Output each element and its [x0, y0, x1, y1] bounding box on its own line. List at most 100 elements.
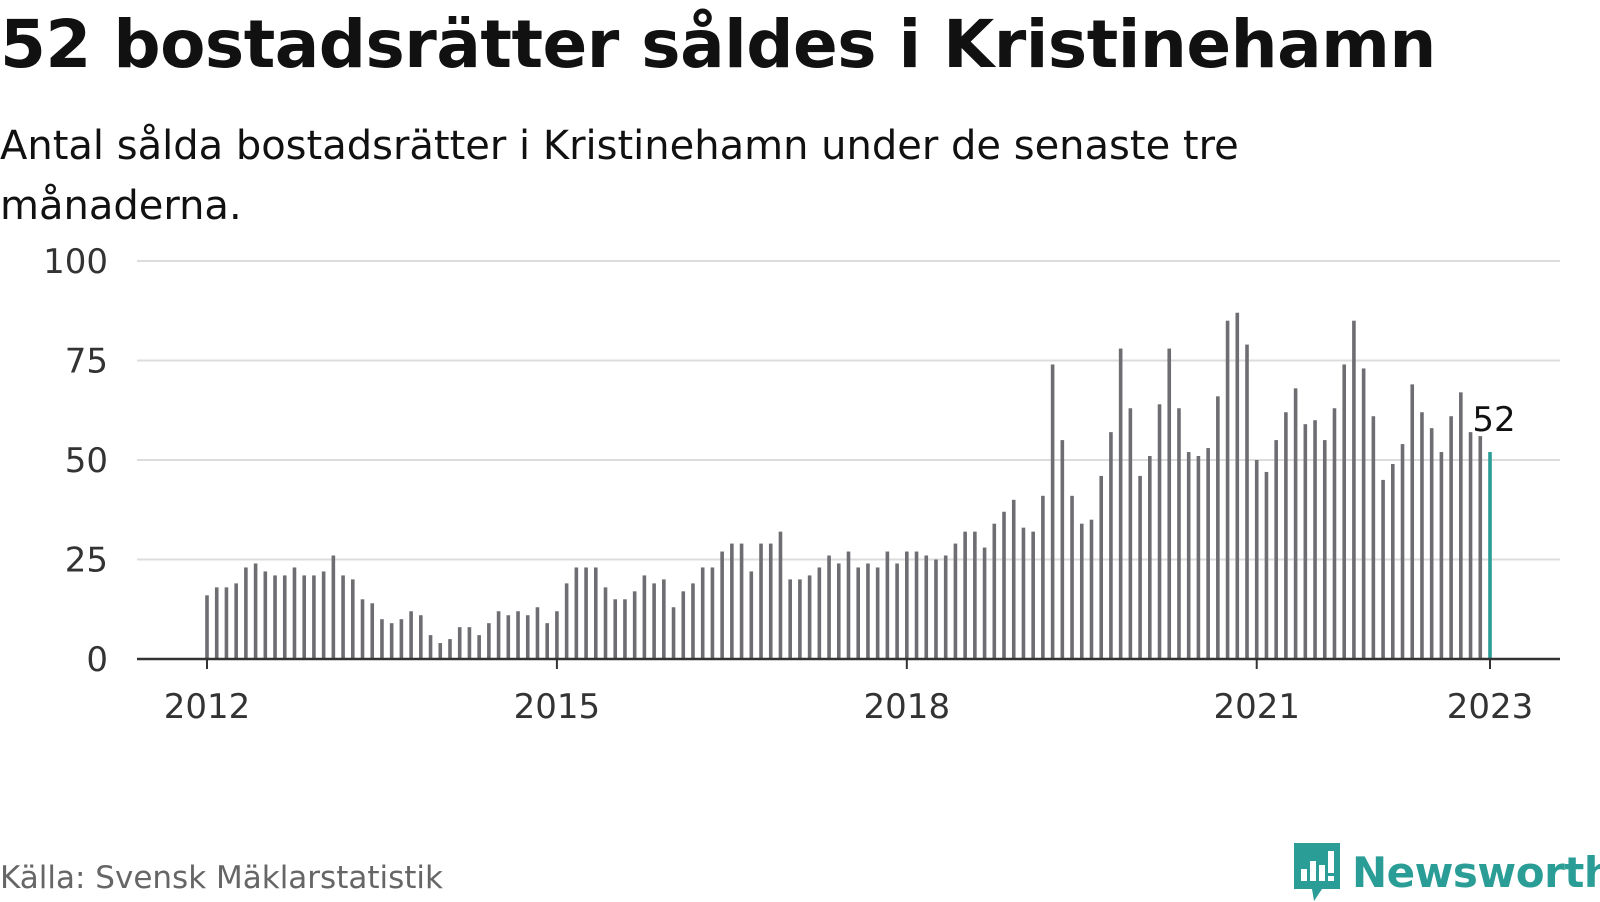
- bar: [778, 531, 783, 659]
- bar: [292, 567, 297, 659]
- bar: [623, 599, 627, 659]
- bar: [652, 583, 656, 659]
- bar: [457, 627, 462, 659]
- bar: [273, 575, 277, 659]
- x-tick-label-2021: 2021: [1213, 687, 1300, 727]
- bar: [1041, 495, 1045, 659]
- bar: [351, 579, 355, 659]
- bar: [535, 607, 540, 659]
- bar: [827, 555, 831, 659]
- bar: [632, 591, 637, 659]
- x-tick-label-2012: 2012: [164, 687, 251, 727]
- bar: [671, 607, 676, 659]
- bar: [1410, 384, 1415, 659]
- bar: [992, 523, 997, 659]
- bar: [302, 575, 306, 659]
- bar: [866, 563, 870, 659]
- bar: [1050, 364, 1055, 659]
- bar: [1264, 471, 1269, 659]
- bar: [1002, 511, 1006, 659]
- bar: [1031, 531, 1035, 659]
- brand-name: Newsworthy: [1352, 847, 1600, 897]
- bar: [934, 559, 938, 659]
- bar: [1429, 428, 1434, 659]
- bar: [574, 567, 579, 659]
- data-labels: 52: [1472, 400, 1515, 440]
- bar: [1089, 519, 1094, 659]
- bars: [205, 312, 1492, 659]
- bar: [1439, 452, 1444, 659]
- bar: [875, 567, 880, 659]
- y-axis-tick-labels: 0 25 50 75 100: [43, 242, 108, 680]
- bar: [817, 567, 822, 659]
- bar: [1128, 408, 1133, 659]
- bar: [428, 635, 433, 659]
- bar: [234, 583, 238, 659]
- bar: [516, 611, 520, 659]
- bar: [953, 543, 958, 659]
- bar: [856, 567, 861, 659]
- brand[interactable]: Newsworthy: [1292, 842, 1600, 902]
- y-tick-label-75: 75: [65, 342, 108, 382]
- bar: [1177, 408, 1181, 659]
- bar: [798, 579, 802, 659]
- bar: [506, 615, 511, 659]
- bar: [477, 635, 481, 659]
- bar: [1021, 527, 1026, 659]
- bar: [1361, 368, 1366, 659]
- bar: [1332, 408, 1337, 659]
- bar: [419, 615, 423, 659]
- bar: [905, 551, 909, 659]
- bar: [749, 571, 754, 659]
- bar: [593, 567, 598, 659]
- bar: [545, 623, 549, 659]
- bar: [943, 555, 948, 659]
- bar: [1060, 440, 1065, 659]
- y-tick-label-0: 0: [86, 640, 108, 680]
- bar: [253, 563, 258, 659]
- x-tick-label-2015: 2015: [514, 687, 601, 727]
- x-axis-tick-labels: 2012 2015 2018 2021 2023: [164, 687, 1534, 727]
- bar: [720, 551, 724, 659]
- bar: [1352, 320, 1356, 659]
- bar: [846, 551, 851, 659]
- bar: [448, 639, 452, 659]
- bar: [1011, 499, 1016, 659]
- bar: [214, 587, 219, 659]
- bar: [1293, 388, 1298, 659]
- bar: [282, 575, 287, 659]
- bar: [205, 595, 209, 659]
- bar: [1449, 416, 1453, 659]
- bar: [924, 555, 929, 659]
- bar: [389, 623, 394, 659]
- bar: [662, 579, 666, 659]
- bar: [1079, 523, 1084, 659]
- bar: [1109, 432, 1113, 659]
- bar: [700, 567, 705, 659]
- gridlines: [137, 260, 1560, 561]
- x-tick-label-2023: 2023: [1447, 687, 1534, 727]
- bar: [1468, 432, 1473, 659]
- bar: [1070, 495, 1074, 659]
- bar: [730, 543, 734, 659]
- bar: [1157, 404, 1162, 659]
- bar: [1322, 440, 1327, 659]
- bar: [603, 587, 608, 659]
- bar: [496, 611, 501, 659]
- bar: [321, 571, 326, 659]
- bar: [1400, 444, 1405, 659]
- bar: [973, 531, 977, 659]
- bar: [788, 579, 792, 659]
- chart-title: 52 bostadsrätter såldes i Kristinehamn: [0, 6, 1436, 83]
- bar: [1118, 348, 1123, 659]
- bar: [1235, 312, 1240, 659]
- bar: [1391, 463, 1395, 659]
- bar: [642, 575, 647, 659]
- bar: [244, 567, 248, 659]
- bar: [1459, 392, 1463, 659]
- bar: [1167, 348, 1172, 659]
- bar: [691, 583, 695, 659]
- bar: [1274, 440, 1278, 659]
- bar: [1225, 320, 1230, 659]
- bar: [1371, 416, 1376, 659]
